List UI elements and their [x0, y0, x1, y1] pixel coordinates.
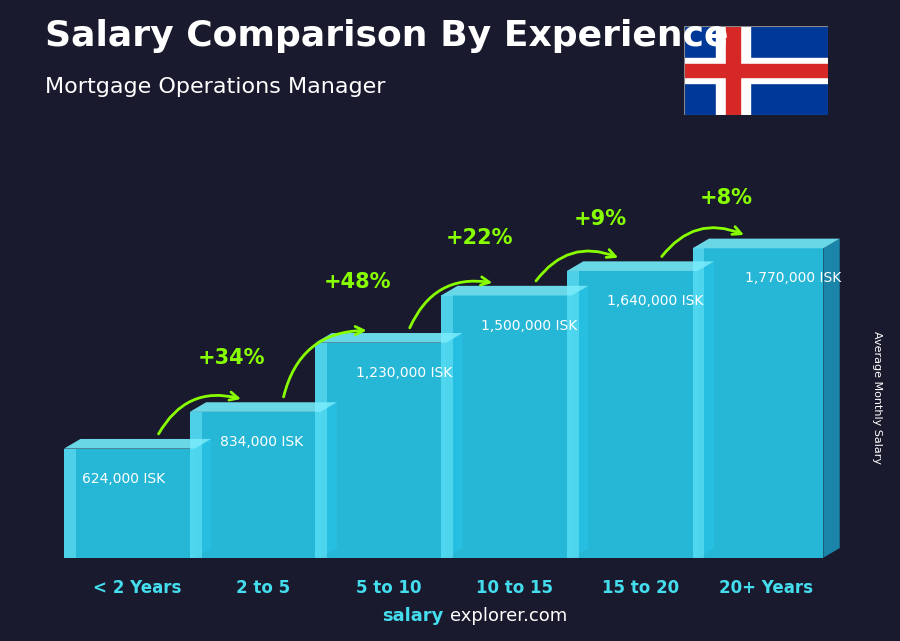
Polygon shape	[64, 439, 212, 449]
Polygon shape	[190, 412, 202, 558]
Text: 1,640,000 ISK: 1,640,000 ISK	[608, 294, 704, 308]
Polygon shape	[698, 262, 714, 558]
Text: 15 to 20: 15 to 20	[602, 579, 679, 597]
Bar	[684, 64, 828, 77]
Polygon shape	[567, 271, 698, 558]
Text: Mortgage Operations Manager: Mortgage Operations Manager	[45, 77, 385, 97]
Polygon shape	[64, 449, 194, 558]
Bar	[684, 58, 828, 83]
Text: salary: salary	[382, 607, 444, 625]
Text: Salary Comparison By Experience: Salary Comparison By Experience	[45, 19, 728, 53]
Polygon shape	[567, 271, 579, 558]
Text: +22%: +22%	[446, 228, 513, 248]
Text: 1,770,000 ISK: 1,770,000 ISK	[745, 271, 842, 285]
Polygon shape	[572, 286, 589, 558]
Text: 20+ Years: 20+ Years	[719, 579, 814, 597]
Text: 1,230,000 ISK: 1,230,000 ISK	[356, 366, 452, 379]
Text: 2 to 5: 2 to 5	[237, 579, 291, 597]
Text: Average Monthly Salary: Average Monthly Salary	[872, 331, 883, 464]
Bar	[716, 26, 751, 115]
Polygon shape	[693, 238, 840, 248]
Polygon shape	[441, 296, 572, 558]
Polygon shape	[64, 449, 76, 558]
Polygon shape	[320, 403, 337, 558]
Text: +34%: +34%	[198, 348, 266, 368]
Text: 1,500,000 ISK: 1,500,000 ISK	[482, 319, 578, 333]
Polygon shape	[824, 238, 840, 558]
Polygon shape	[316, 343, 446, 558]
Text: explorer.com: explorer.com	[450, 607, 567, 625]
Polygon shape	[693, 248, 824, 558]
Text: 624,000 ISK: 624,000 ISK	[82, 472, 165, 486]
Text: < 2 Years: < 2 Years	[94, 579, 182, 597]
Text: 10 to 15: 10 to 15	[476, 579, 554, 597]
Polygon shape	[567, 262, 714, 271]
Polygon shape	[190, 403, 337, 412]
Polygon shape	[441, 286, 589, 296]
Polygon shape	[316, 333, 463, 343]
Polygon shape	[194, 439, 212, 558]
Text: 834,000 ISK: 834,000 ISK	[220, 435, 303, 449]
Text: +8%: +8%	[699, 188, 752, 208]
Polygon shape	[190, 412, 320, 558]
Bar	[725, 26, 740, 115]
Text: +9%: +9%	[573, 209, 626, 229]
Polygon shape	[446, 333, 463, 558]
Polygon shape	[316, 343, 328, 558]
Polygon shape	[693, 248, 705, 558]
Text: 5 to 10: 5 to 10	[356, 579, 422, 597]
Text: +48%: +48%	[324, 272, 392, 292]
Polygon shape	[441, 296, 453, 558]
